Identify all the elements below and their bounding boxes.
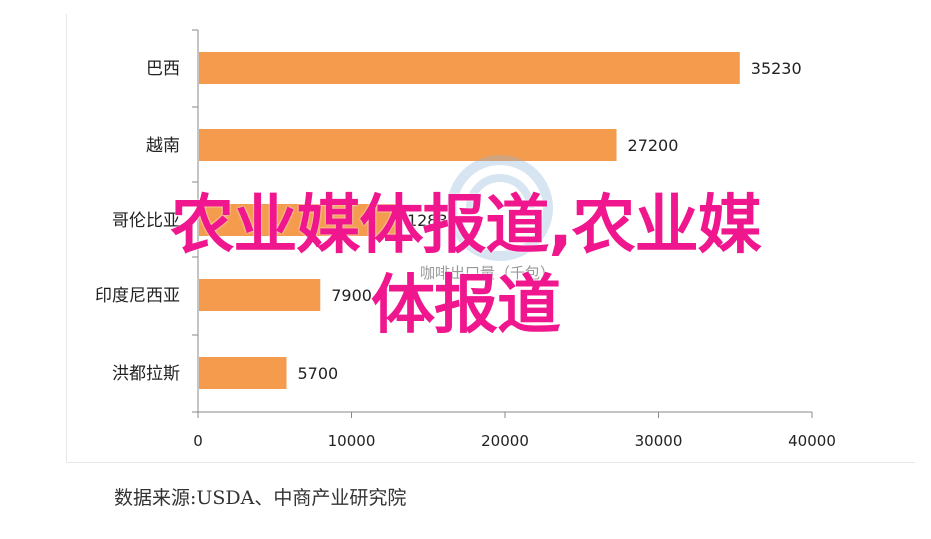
data-label: 12830 bbox=[407, 211, 458, 230]
bar bbox=[199, 204, 396, 236]
data-label: 5700 bbox=[297, 364, 338, 383]
category-label: 哥伦比亚 bbox=[112, 211, 180, 231]
bar bbox=[199, 52, 740, 84]
x-tick-label: 20000 bbox=[481, 432, 529, 450]
data-label: 7900 bbox=[331, 286, 372, 305]
x-tick-label: 0 bbox=[193, 432, 203, 450]
data-label: 35230 bbox=[751, 59, 802, 78]
bar bbox=[199, 129, 617, 161]
x-tick-label: 40000 bbox=[788, 432, 836, 450]
category-label: 印度尼西亚 bbox=[95, 286, 180, 306]
source-note: 数据来源:USDA、中商产业研究院 bbox=[114, 487, 407, 509]
overlay-title: 农业媒体报道,农业媒 体报道 bbox=[0, 186, 931, 346]
chart-frame bbox=[66, 14, 915, 463]
bar bbox=[199, 357, 287, 389]
x-tick-label: 30000 bbox=[635, 432, 683, 450]
category-label: 洪都拉斯 bbox=[112, 364, 180, 384]
bar bbox=[199, 279, 321, 311]
bar-chart: 0 10000 20000 30000 40000 巴西 35230 越南 27200 哥伦比亚 1… bbox=[95, 29, 836, 450]
x-tick-label: 10000 bbox=[328, 432, 376, 450]
category-label: 巴西 bbox=[146, 59, 180, 79]
overlay-title-line1: 农业媒体报道,农业媒 bbox=[170, 189, 761, 263]
overlay-title-line2: 体报道 bbox=[371, 269, 561, 343]
watermark-logo-icon bbox=[447, 155, 553, 261]
category-label: 越南 bbox=[146, 136, 180, 156]
watermark-text: 咖啡出口量（千包） bbox=[420, 264, 555, 282]
data-label: 27200 bbox=[628, 136, 679, 155]
